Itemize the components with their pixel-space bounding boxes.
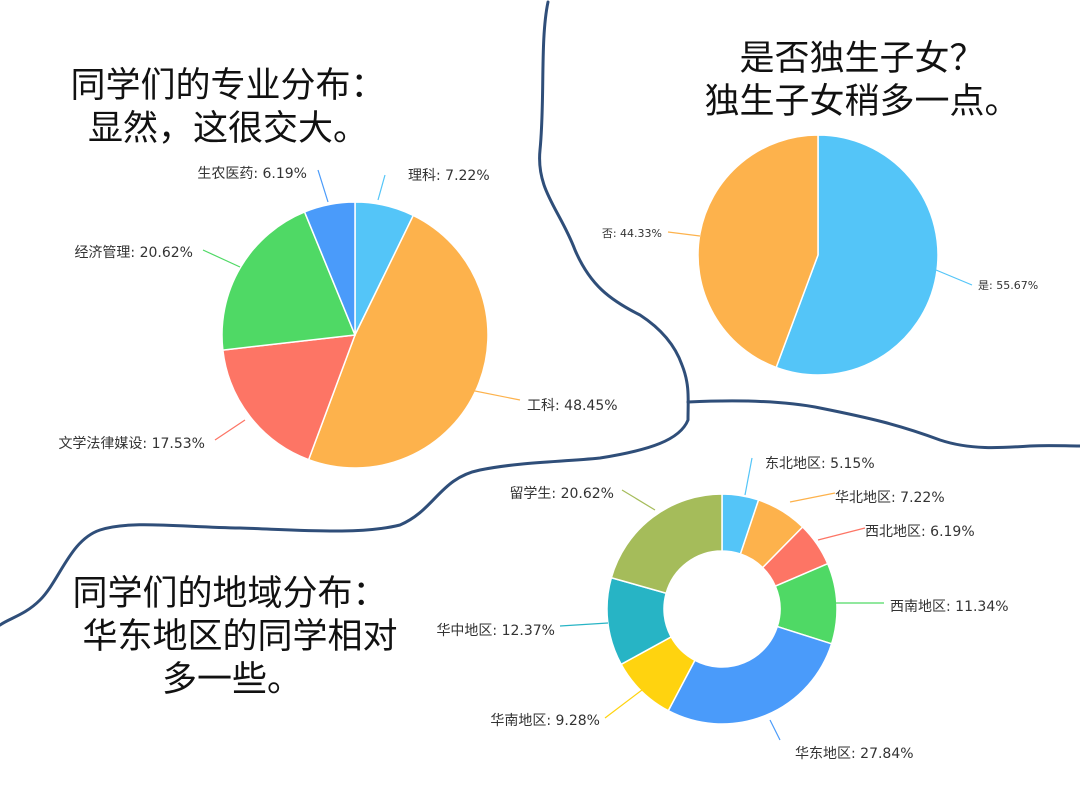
slice-label-华东地区: 华东地区: 27.84% [795,746,914,762]
slice-否 [697,134,819,369]
slice-文学法律媒设 [222,334,357,461]
slice-工科 [307,214,489,469]
major-distribution-pie-chart: 理科: 7.22% 工科: 48.45% 文学法律媒设: 17.53% 经济管理: 2… [58,166,618,469]
leader-line-工科 [469,389,521,401]
slice-label-西北地区: 西北地区: 6.19% [865,524,975,540]
leader-line-华东地区 [769,719,781,741]
leader-line-理科 [377,174,386,201]
leader-line-文学法律媒设 [214,419,246,441]
leader-line-是 [935,269,973,286]
slice-生农医药 [303,201,356,336]
leader-line-华中地区 [559,622,609,627]
slice-label-理科: 理科: 7.22% [408,168,490,184]
caption-major-line1: 同学们的专业分布： [70,66,385,106]
caption-only-child-line1: 是否独生子女？ [739,39,984,79]
slice-华东地区 [667,625,833,725]
slice-label-东北地区: 东北地区: 5.15% [765,456,875,472]
slice-label-经济管理: 经济管理: 20.62% [74,245,193,261]
leader-line-华南地区 [604,689,643,719]
slice-label-华南地区: 华南地区: 9.28% [490,713,600,729]
slice-留学生 [610,493,723,595]
leader-line-东北地区 [744,457,753,496]
slice-label-文学法律媒设: 文学法律媒设: 17.53% [58,436,205,452]
caption-region-line3: 多一些。 [162,660,302,700]
slice-label-否: 否: 44.33% [602,227,662,240]
caption-region-line1: 同学们的地域分布： [72,574,387,614]
leader-line-否 [667,231,701,237]
slice-label-工科: 工科: 48.45% [527,398,618,414]
caption-region-line2: 华东地区的同学相对 [82,617,397,657]
slice-label-留学生: 留学生: 20.62% [509,486,614,502]
only-child-pie-chart: 是: 55.67% 否: 44.33% [602,134,1038,376]
leader-line-西北地区 [817,527,866,541]
caption-major-line2: 显然，这很交大。 [88,109,368,149]
leader-line-经济管理 [202,249,241,268]
slice-label-华北地区: 华北地区: 7.22% [835,490,945,506]
slice-经济管理 [221,210,357,351]
slice-是 [775,134,939,376]
caption-only-child-line2: 独生子女稍多一点。 [704,82,1019,122]
leader-line-华北地区 [789,492,836,503]
divider-line-right [686,399,1080,450]
slice-label-华中地区: 华中地区: 12.37% [436,623,555,639]
region-distribution-donut-chart: 东北地区: 5.15% 华北地区: 7.22% 西北地区: 6.19% 西南地区: 1… [436,456,1008,762]
slice-label-是: 是: 55.67% [978,279,1038,292]
slice-label-生农医药: 生农医药: 6.19% [197,166,307,182]
divider-line-upper [0,0,690,627]
leader-line-生农医药 [317,169,329,203]
leader-line-留学生 [621,489,656,511]
slice-label-西南地区: 西南地区: 11.34% [890,599,1009,615]
